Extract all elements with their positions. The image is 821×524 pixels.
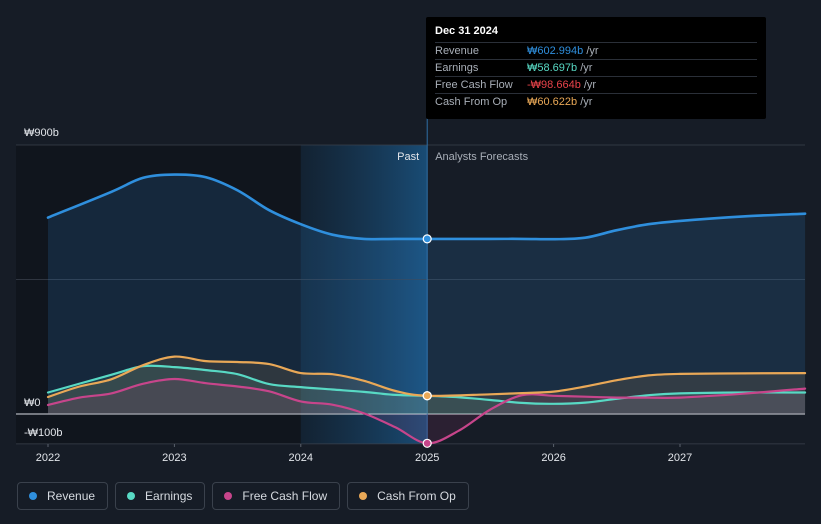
tooltip-row-earnings: Earnings ₩58.697b /yr xyxy=(435,59,757,77)
x-tick-label: 2025 xyxy=(415,452,439,464)
free-cash-flow-line xyxy=(46,377,807,445)
cash-from-op-marker xyxy=(422,391,432,401)
x-tick-label: 2027 xyxy=(668,452,692,464)
legend-label: Cash From Op xyxy=(377,489,456,503)
x-tick-label: 2026 xyxy=(541,452,565,464)
revenue-line xyxy=(46,173,807,241)
tooltip-label: Earnings xyxy=(435,62,479,74)
chart-legend: Revenue Earnings Free Cash Flow Cash Fro… xyxy=(17,482,469,512)
legend-dot-icon xyxy=(224,492,233,500)
y-tick-label: ₩0 xyxy=(24,397,41,409)
past-label: Past xyxy=(397,151,419,163)
tooltip-value: ₩58.697b /yr xyxy=(527,62,593,74)
revenue-marker xyxy=(422,234,432,244)
tooltip-row-cash-from-op: Cash From Op ₩60.622b /yr xyxy=(435,93,757,111)
forecast-label: Analysts Forecasts xyxy=(435,151,528,163)
legend-dot-icon xyxy=(127,492,136,500)
y-tick-label: -₩100b xyxy=(24,427,63,439)
legend-label: Free Cash Flow xyxy=(242,489,328,503)
earnings-area xyxy=(48,365,806,414)
legend-label: Earnings xyxy=(145,489,193,503)
legend-label: Revenue xyxy=(47,489,96,503)
hover-tooltip: Dec 31 2024 Revenue ₩602.994b /yr Earnin… xyxy=(426,17,766,119)
x-tick-label: 2022 xyxy=(36,452,60,464)
free-cash-flow-area xyxy=(48,378,806,444)
tooltip-label: Revenue xyxy=(435,45,480,57)
legend-item-revenue[interactable]: Revenue xyxy=(17,482,109,510)
legend-dot-icon xyxy=(359,492,368,500)
tooltip-date: Dec 31 2024 xyxy=(435,25,498,37)
tooltip-label: Cash From Op xyxy=(435,96,508,108)
tooltip-value: -₩98.664b /yr xyxy=(527,79,597,91)
tooltip-value: ₩60.622b /yr xyxy=(527,96,593,108)
legend-item-cash-from-op[interactable]: Cash From Op xyxy=(347,482,469,510)
legend-item-earnings[interactable]: Earnings xyxy=(115,482,206,510)
x-tick-label: 2023 xyxy=(162,452,186,464)
y-tick-label: ₩900b xyxy=(24,127,59,139)
revenue-area xyxy=(48,174,806,414)
legend-dot-icon xyxy=(29,492,37,500)
tooltip-label: Free Cash Flow xyxy=(435,79,513,91)
tooltip-row-revenue: Revenue ₩602.994b /yr xyxy=(435,42,757,60)
legend-item-free-cash-flow[interactable]: Free Cash Flow xyxy=(212,482,341,510)
cash-from-op-line xyxy=(46,355,807,399)
tooltip-row-free-cash-flow: Free Cash Flow -₩98.664b /yr xyxy=(435,76,757,94)
tooltip-value: ₩602.994b /yr xyxy=(527,45,599,57)
x-tick-label: 2024 xyxy=(289,452,313,464)
free-cash-flow-marker xyxy=(422,438,432,448)
